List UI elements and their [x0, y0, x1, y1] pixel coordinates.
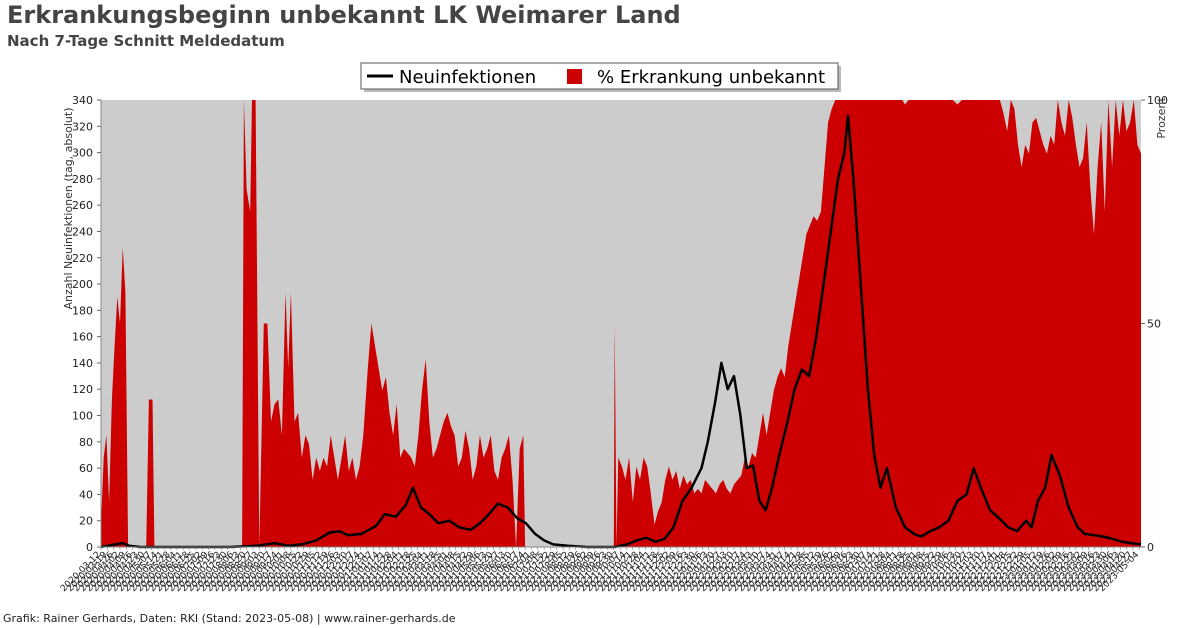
left-axis-tick-label: 180 — [72, 304, 93, 317]
right-axis-tick-label: 100 — [1147, 94, 1168, 107]
left-axis-tick-label: 300 — [72, 147, 93, 160]
left-axis-tick-label: 340 — [72, 94, 93, 107]
right-axis: 0 50 100 — [1141, 94, 1168, 554]
legend-swatch-erkrankung-unbekannt — [567, 69, 582, 84]
left-axis-tick-label: 220 — [72, 252, 93, 265]
new-infections-line — [100, 114, 1142, 549]
footer-credit: Grafik: Rainer Gerhards, Daten: RKI (Sta… — [3, 612, 456, 625]
left-axis-tick-label: 200 — [72, 278, 93, 291]
right-axis-tick-label: 0 — [1147, 541, 1154, 554]
left-axis-tick-label: 100 — [72, 410, 93, 423]
left-axis-tick-label: 80 — [79, 436, 93, 449]
chart-title: Erkrankungsbeginn unbekannt LK Weimarer … — [7, 1, 681, 29]
legend-label-neuinfektionen: Neuinfektionen — [399, 67, 536, 88]
y2-axis-label: Prozent — [1155, 97, 1168, 139]
legend-box — [360, 62, 839, 90]
y-axis-label: Anzahl Neuinfektionen (tag, absolut) — [62, 108, 75, 310]
left-axis-tick-label: 60 — [79, 462, 93, 475]
legend: Neuinfektionen % Erkrankung unbekannt — [360, 62, 841, 92]
left-axis-tick-label: 0 — [86, 541, 93, 554]
left-axis-tick-label: 320 — [72, 120, 93, 133]
right-axis-tick-label: 50 — [1147, 318, 1161, 331]
left-axis-tick-label: 260 — [72, 199, 93, 212]
left-axis-tick-label: 240 — [72, 225, 93, 238]
left-axis-tick-label: 20 — [79, 515, 93, 528]
percent-area — [101, 100, 1141, 547]
chart-subtitle: Nach 7-Tage Schnitt Meldedatum — [7, 32, 285, 50]
new-infections-line-layer — [100, 114, 1142, 549]
left-axis-tick-label: 140 — [72, 357, 93, 370]
left-axis-tick-label: 120 — [72, 383, 93, 396]
left-axis-tick-label: 40 — [79, 488, 93, 501]
x-axis: 2020-03-122020-03-192020-03-262020-04-02… — [59, 546, 1142, 594]
left-axis: 0 20 40 60 80 100 120 140 160 180 200 220 240 260 280 3… — [72, 94, 102, 554]
left-axis-tick-label: 160 — [72, 331, 93, 344]
legend-label-erkrankung-unbekannt: % Erkrankung unbekannt — [597, 67, 825, 88]
percent-area-layer — [101, 100, 1141, 547]
left-axis-tick-label: 280 — [72, 173, 93, 186]
